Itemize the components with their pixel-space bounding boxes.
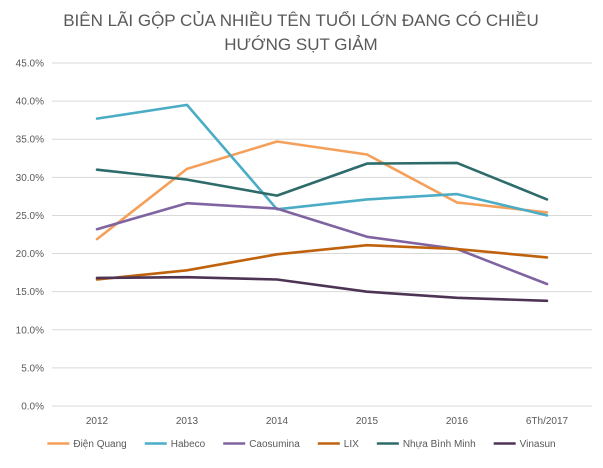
y-tick-label: 5.0%: [21, 363, 44, 374]
series-line: [95, 275, 549, 303]
legend-item: Vinasun: [493, 439, 556, 450]
legend-item: Caosumina: [223, 439, 300, 450]
x-tick-label: 2013: [176, 416, 199, 427]
series-layer: [95, 103, 549, 303]
series-line: [95, 243, 549, 281]
y-axis: 0.0% 5.0% 10.0% 15.0% 20.0% 25.0% 30.0% 35.0% 40…: [16, 59, 44, 413]
x-tick-label: 6Th/2017: [526, 416, 569, 427]
x-tick-label: 2016: [446, 416, 469, 427]
x-axis: 2012 2013 2014 2015 2016 6Th/2017: [86, 416, 569, 427]
legend: Điện Quang Habeco Caosumina LIX Nhựa Bình Mi…: [47, 439, 556, 450]
x-tick-label: 2014: [266, 416, 289, 427]
y-tick-label: 10.0%: [16, 325, 44, 336]
legend-label: Habeco: [171, 439, 206, 450]
y-tick-label: 40.0%: [16, 97, 44, 108]
y-tick-label: 20.0%: [16, 249, 44, 260]
series-line: [95, 140, 549, 241]
legend-item: LIX: [317, 439, 359, 450]
y-tick-label: 0.0%: [21, 402, 44, 413]
legend-item: Habeco: [144, 439, 206, 450]
legend-item: Nhựa Bình Minh: [376, 439, 476, 450]
y-tick-label: 35.0%: [16, 135, 44, 146]
series-line: [95, 201, 549, 286]
y-tick-label: 15.0%: [16, 287, 44, 298]
legend-label: Nhựa Bình Minh: [403, 439, 476, 450]
y-tick-label: 45.0%: [16, 59, 44, 70]
legend-item: Điện Quang: [47, 439, 127, 450]
grid-layer: [52, 62, 592, 407]
legend-label: Caosumina: [249, 439, 300, 450]
legend-label: LIX: [344, 439, 359, 450]
chart-title-line-1: BIÊN LÃI GỘP CỦA NHIỀU TÊN TUỔI LỚN ĐANG…: [63, 11, 539, 30]
legend-label: Vinasun: [520, 439, 556, 450]
series-line: [95, 103, 549, 217]
y-tick-label: 30.0%: [16, 173, 44, 184]
y-tick-label: 25.0%: [16, 211, 44, 222]
chart-title-line-2: HƯỚNG SỤT GIẢM: [224, 35, 377, 54]
x-tick-label: 2015: [356, 416, 379, 427]
series-line: [95, 161, 549, 201]
legend-label: Điện Quang: [73, 439, 126, 450]
x-tick-label: 2012: [86, 416, 109, 427]
